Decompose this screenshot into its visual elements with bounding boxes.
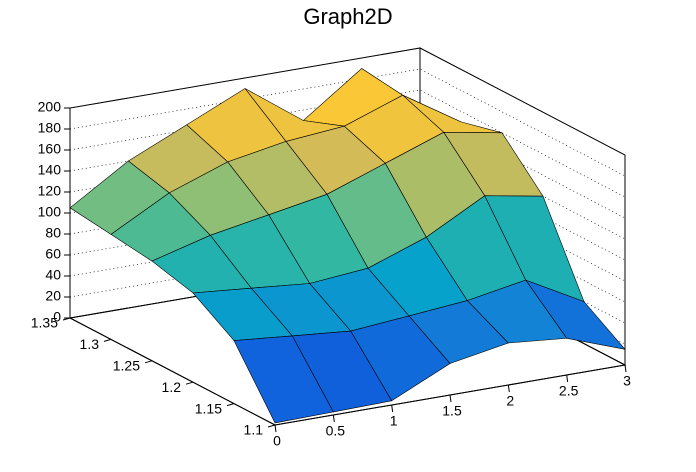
z-tick-label: 200 bbox=[38, 99, 62, 115]
z-tick-label: 60 bbox=[45, 246, 61, 262]
y-tick-label: 1.35 bbox=[31, 315, 58, 331]
x-tick bbox=[507, 384, 510, 393]
x-tick bbox=[449, 394, 452, 403]
front-x-edge bbox=[274, 364, 626, 426]
front-y-edge bbox=[69, 317, 276, 426]
z-tick-label: 0 bbox=[53, 309, 61, 325]
y-tick-label: 1.15 bbox=[195, 400, 222, 416]
y-tick-label: 1.3 bbox=[80, 336, 100, 352]
y-tick bbox=[185, 381, 194, 385]
z-tick-label: 20 bbox=[45, 288, 61, 304]
z-tick-label: 100 bbox=[38, 204, 62, 220]
x-tick bbox=[391, 404, 394, 413]
z-tick-label: 140 bbox=[38, 162, 62, 178]
x-tick-label: 3 bbox=[623, 373, 631, 389]
z-tick-label: 80 bbox=[45, 225, 61, 241]
y-tick-label: 1.2 bbox=[162, 379, 182, 395]
y-tick bbox=[62, 317, 71, 321]
z-tick-label: 40 bbox=[45, 267, 61, 283]
x-tick-label: 1 bbox=[390, 413, 398, 429]
y-tick bbox=[103, 338, 112, 342]
surface-cell bbox=[233, 335, 334, 424]
chart-title: Graph2D bbox=[303, 4, 392, 29]
z-tick-label: 180 bbox=[38, 120, 62, 136]
x-tick-label: 0.5 bbox=[326, 423, 346, 439]
x-tick bbox=[332, 414, 335, 423]
x-tick-label: 2.5 bbox=[559, 383, 579, 399]
y-tick bbox=[144, 360, 153, 364]
x-tick bbox=[624, 364, 627, 373]
x-tick bbox=[566, 374, 569, 383]
y-tick bbox=[226, 403, 235, 407]
x-tick-label: 2 bbox=[506, 393, 514, 409]
y-tick-label: 1.25 bbox=[113, 358, 140, 374]
x-tick-label: 0 bbox=[273, 433, 281, 449]
y-tick-label: 1.1 bbox=[244, 422, 264, 438]
y-tick bbox=[267, 424, 276, 428]
z-tick-label: 160 bbox=[38, 141, 62, 157]
z-tick-label: 120 bbox=[38, 183, 62, 199]
x-tick bbox=[274, 424, 277, 433]
x-tick-label: 1.5 bbox=[442, 403, 462, 419]
